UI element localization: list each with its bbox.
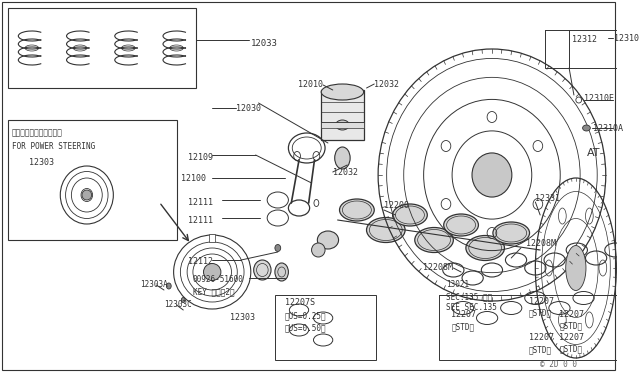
Bar xyxy=(8,120,177,240)
Ellipse shape xyxy=(566,246,586,291)
Text: 12111: 12111 xyxy=(188,198,213,206)
Text: 12030: 12030 xyxy=(236,103,261,112)
Text: 12303: 12303 xyxy=(29,158,54,167)
Ellipse shape xyxy=(82,190,92,200)
Text: 12312: 12312 xyxy=(572,35,597,44)
Ellipse shape xyxy=(466,235,504,260)
Text: 12032: 12032 xyxy=(333,167,358,176)
Text: 12207: 12207 xyxy=(559,333,584,342)
Text: 12033: 12033 xyxy=(251,38,278,48)
Text: 12010: 12010 xyxy=(298,80,323,89)
Text: 12303: 12303 xyxy=(230,314,255,323)
Text: 00926-51600: 00926-51600 xyxy=(193,275,244,284)
Ellipse shape xyxy=(493,222,529,244)
Text: 12331: 12331 xyxy=(535,193,561,202)
Text: 12111: 12111 xyxy=(188,215,213,224)
Bar xyxy=(321,122,364,128)
Text: 〈US=0.50〉: 〈US=0.50〉 xyxy=(285,323,326,332)
Ellipse shape xyxy=(335,147,350,169)
Text: 〈STD〉: 〈STD〉 xyxy=(529,308,552,317)
Text: 12200: 12200 xyxy=(384,201,409,209)
Text: 12207: 12207 xyxy=(451,310,476,319)
Ellipse shape xyxy=(275,263,289,281)
Text: パワーステアリング仕様: パワーステアリング仕様 xyxy=(12,128,63,137)
Text: 12100: 12100 xyxy=(181,173,206,183)
Bar xyxy=(8,8,196,88)
Bar xyxy=(439,295,640,360)
Ellipse shape xyxy=(392,204,428,226)
Ellipse shape xyxy=(444,214,479,236)
Ellipse shape xyxy=(340,199,374,221)
Bar xyxy=(275,295,376,360)
Text: 12208M: 12208M xyxy=(525,238,556,247)
Text: 13021: 13021 xyxy=(445,280,468,289)
Text: 12207S: 12207S xyxy=(285,298,314,307)
Ellipse shape xyxy=(582,125,590,131)
Text: 12109: 12109 xyxy=(188,153,213,161)
Ellipse shape xyxy=(253,260,271,280)
Text: 〈STD〉: 〈STD〉 xyxy=(559,344,582,353)
Text: 12032: 12032 xyxy=(374,80,399,89)
Text: 〈STD〉: 〈STD〉 xyxy=(559,321,582,330)
Ellipse shape xyxy=(166,283,172,289)
Bar xyxy=(209,234,215,242)
Ellipse shape xyxy=(367,218,405,243)
Bar xyxy=(321,90,364,140)
Text: 12207: 12207 xyxy=(529,333,554,342)
Text: 12112: 12112 xyxy=(188,257,213,266)
Text: 12303A: 12303A xyxy=(140,280,168,289)
Bar xyxy=(545,30,640,68)
Text: 12208M: 12208M xyxy=(423,263,453,273)
Text: SEE SEC.135: SEE SEC.135 xyxy=(445,303,497,312)
Text: AT: AT xyxy=(586,148,600,158)
Ellipse shape xyxy=(335,120,349,130)
Ellipse shape xyxy=(312,243,325,257)
Text: KEY キー〈2〉: KEY キー〈2〉 xyxy=(193,287,234,296)
Text: 12310E: 12310E xyxy=(584,93,614,103)
Text: SEC.135 参照: SEC.135 参照 xyxy=(445,292,492,301)
Text: 12207: 12207 xyxy=(529,297,554,306)
Ellipse shape xyxy=(204,263,221,280)
Ellipse shape xyxy=(181,298,185,302)
Ellipse shape xyxy=(275,244,281,251)
Text: 12310A: 12310A xyxy=(593,124,623,132)
Text: 12310: 12310 xyxy=(614,33,639,42)
Text: 〈STD〉: 〈STD〉 xyxy=(451,322,474,331)
Text: FOR POWER STEERING: FOR POWER STEERING xyxy=(12,142,95,151)
Ellipse shape xyxy=(415,228,453,253)
Text: 12303C: 12303C xyxy=(164,300,192,309)
Ellipse shape xyxy=(317,231,339,249)
Text: 〈US=0.25〉: 〈US=0.25〉 xyxy=(285,311,326,320)
Ellipse shape xyxy=(321,84,364,100)
Text: © 2D 0 0: © 2D 0 0 xyxy=(540,360,577,369)
Text: 12207: 12207 xyxy=(559,310,584,319)
Text: 〈STD〉: 〈STD〉 xyxy=(529,345,552,354)
Ellipse shape xyxy=(472,153,512,197)
